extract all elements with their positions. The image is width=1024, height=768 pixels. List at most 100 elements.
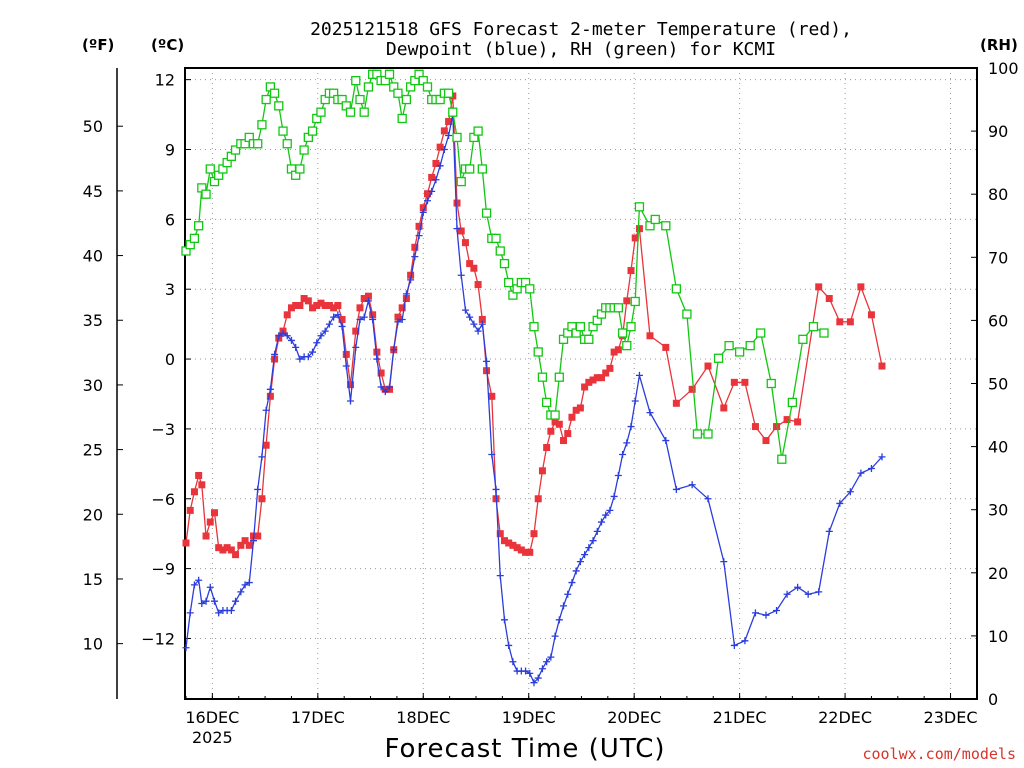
temperature-point (741, 378, 749, 386)
dewpoint-point (342, 362, 350, 370)
dewpoint-point (356, 315, 364, 323)
temperature-point (300, 295, 308, 303)
rh-tick-label: 60 (988, 311, 1008, 330)
dewpoint-point (432, 176, 440, 184)
celsius-tick-label: −3 (151, 420, 175, 439)
dewpoint-point (730, 641, 738, 649)
dewpoint-point (720, 558, 728, 566)
dewpoint-point (602, 511, 610, 519)
temperature-point (509, 541, 517, 549)
temperature-point (513, 544, 521, 552)
rh-point (787, 397, 798, 408)
rh-point (554, 372, 564, 382)
temperature-point (356, 304, 364, 312)
dewpoint-point (581, 551, 589, 559)
dewpoint-point (773, 607, 781, 615)
rh-point (422, 82, 433, 92)
temperature-point (241, 537, 249, 545)
temperature-point (262, 441, 270, 449)
x-tick-sublabel: 2025 (192, 728, 233, 747)
dewpoint-point (321, 327, 329, 335)
dewpoint-point (279, 329, 287, 337)
celsius-tick-label: 6 (165, 210, 175, 229)
rh-point (230, 145, 241, 155)
celsius-tick-label: −12 (141, 629, 175, 648)
dewpoint-point (232, 597, 240, 605)
temperature-point (195, 471, 203, 479)
rh-point (495, 246, 505, 256)
rh-point (189, 233, 200, 244)
rh-point (575, 322, 586, 332)
rh-point (756, 328, 766, 338)
fahrenheit-tick-label: 25 (83, 441, 103, 460)
temperature-point (614, 346, 622, 354)
dewpoint-point (751, 609, 759, 617)
dewpoint-point (488, 451, 496, 459)
rh-point (443, 88, 454, 98)
rh-unit-label: (RH) (980, 36, 1018, 54)
dewpoint-point (741, 637, 749, 645)
dewpoint-point (585, 544, 593, 552)
temperature-point (457, 227, 465, 235)
temperature-point (338, 315, 346, 323)
rh-point (713, 353, 724, 363)
fahrenheit-tick-label: 10 (83, 635, 103, 654)
dewpoint-point (576, 558, 584, 566)
temperature-point (496, 530, 504, 538)
temperature-point (505, 539, 513, 547)
rh-point (253, 139, 263, 149)
dewpoint-point (292, 343, 300, 351)
temperature-point (304, 297, 312, 305)
dewpoint-point (325, 320, 333, 328)
dewpoint-point (283, 332, 291, 340)
dewpoint-point (547, 653, 555, 661)
dewpoint-point (688, 481, 696, 489)
temperature-point (182, 539, 190, 547)
rh-point (613, 303, 624, 313)
temperature-point (254, 532, 262, 540)
rh-point (316, 107, 326, 117)
rh-point (351, 75, 361, 86)
dewpoint-point (338, 322, 346, 330)
temperature-point (402, 295, 410, 303)
rh-point (734, 347, 745, 357)
dewpoint-point (614, 471, 622, 479)
rh-point (201, 189, 211, 199)
dewpoint-point (627, 423, 635, 431)
dewpoint-point (415, 232, 423, 240)
rh-point (682, 309, 692, 319)
rh-point (257, 120, 267, 130)
rh-point (766, 378, 776, 389)
dewpoint-point (352, 343, 360, 351)
dewpoint-point (398, 315, 406, 323)
chart-title-line-2: Dewpoint (blue), RH (green) for KCMI (385, 39, 777, 60)
temperature-point (394, 313, 402, 321)
temperature-point (581, 383, 589, 391)
temperature-point (321, 301, 329, 309)
credit-text[interactable]: coolwx.com/models (862, 745, 1016, 763)
dewpoint-point (206, 583, 214, 591)
dewpoint-point (210, 597, 218, 605)
fahrenheit-unit-label: (ºF) (82, 36, 115, 54)
dewpoint-point (846, 488, 854, 496)
rh-point (299, 145, 309, 155)
temperature-point (223, 544, 231, 552)
temperature-point (794, 418, 802, 426)
rh-point (363, 82, 374, 92)
temperature-point (440, 127, 448, 135)
dewpoint-point (364, 297, 372, 305)
celsius-unit-label: (ºC) (151, 36, 185, 54)
celsius-tick-label: 12 (155, 71, 175, 90)
temperature-point (364, 292, 372, 300)
temperature-point (313, 301, 321, 309)
temperature-point (219, 546, 227, 554)
temperature-point (445, 118, 453, 126)
temperature-point (488, 392, 496, 400)
rh-tick-label: 90 (988, 122, 1008, 141)
dewpoint-point (526, 669, 534, 677)
dewpoint-point (509, 658, 517, 666)
temperature-point (245, 541, 253, 549)
dewpoint-point (804, 590, 812, 598)
celsius-tick-label: 0 (165, 350, 175, 369)
temperature-point (330, 304, 338, 312)
